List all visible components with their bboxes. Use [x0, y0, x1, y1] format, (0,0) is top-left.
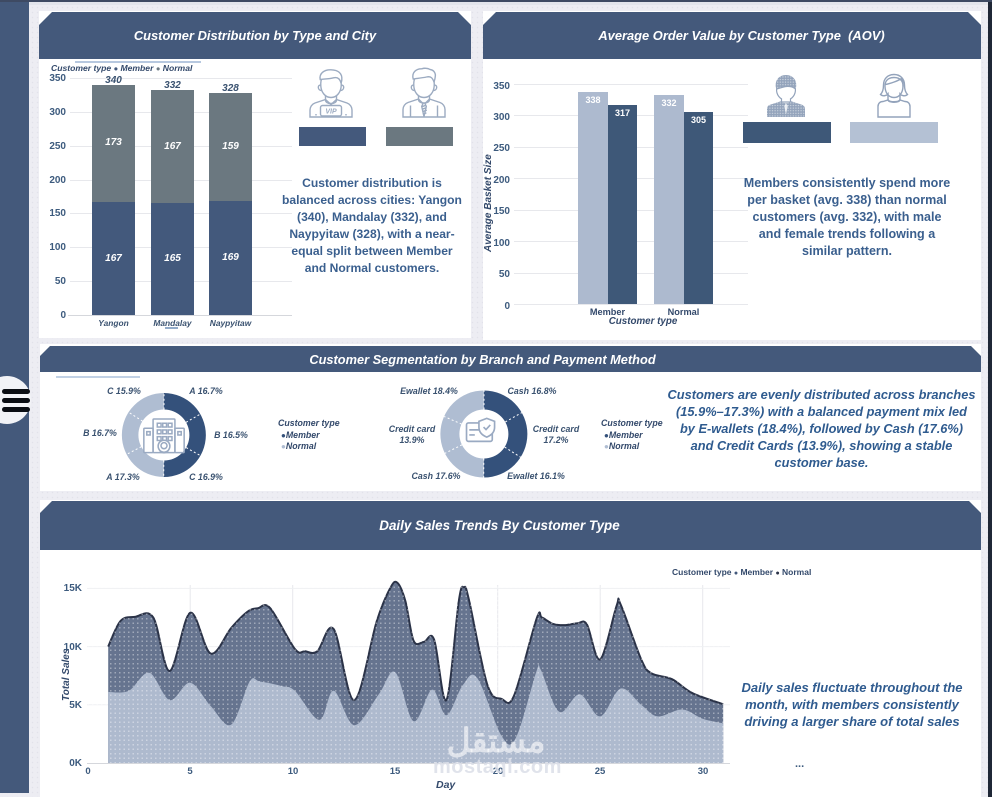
svg-text:VIP: VIP: [325, 109, 337, 116]
